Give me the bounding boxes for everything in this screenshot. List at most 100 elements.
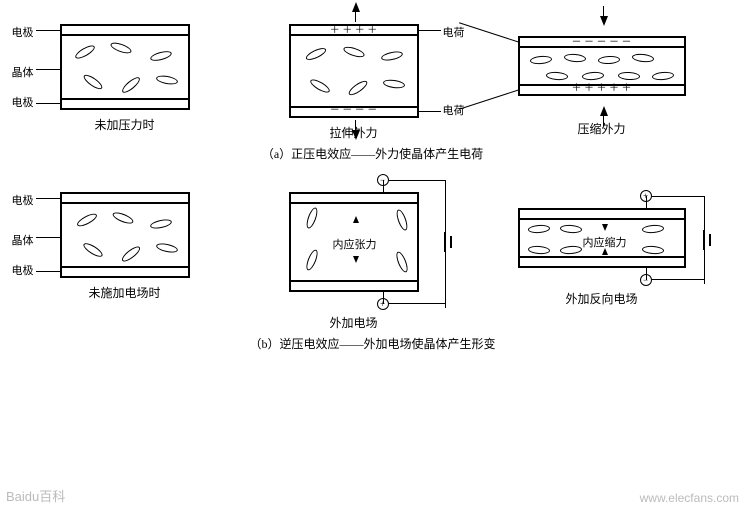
crystal-grain xyxy=(155,242,178,254)
lead-line xyxy=(36,271,62,272)
label-crystal: 晶体 xyxy=(12,232,34,248)
crystal-grain xyxy=(73,43,96,61)
crystal-box-b2: 内应张力 − + xyxy=(289,192,419,292)
crystal-grain xyxy=(641,245,664,255)
lead-line xyxy=(417,30,441,31)
crystal-grain xyxy=(529,55,552,65)
crystal-grain xyxy=(304,248,320,271)
electrode-top xyxy=(60,24,190,36)
label-electrode-top: 电极 xyxy=(12,192,34,208)
wire xyxy=(652,279,704,280)
crystal-grain xyxy=(527,245,550,255)
wire xyxy=(704,250,705,284)
arrow-stretch-down xyxy=(352,130,360,140)
crystal-box-a3: － － － － － ＋ ＋ ＋ ＋ ＋ xyxy=(518,36,686,96)
row-b: 电极 晶体 电极 未施加电场时 内应张力 − xyxy=(10,192,735,331)
watermark-right: www.elecfans.com xyxy=(640,491,739,505)
lead-line xyxy=(417,111,441,112)
caption-a3: 压缩外力 xyxy=(577,120,625,137)
watermark-left: Baidu百科 xyxy=(6,486,65,505)
label-electrode-top: 电极 xyxy=(12,24,34,40)
crystal-box-b1: 电极 晶体 电极 xyxy=(60,192,190,278)
row-a: 电极 晶体 电极 未加压力时 ＋ ＋ ＋ ＋ － － － － 电荷 电荷 xyxy=(10,24,735,141)
crystal-grain xyxy=(559,224,582,234)
crystal-grain xyxy=(111,210,134,226)
arrow-compress-down xyxy=(602,224,608,231)
electrode-top xyxy=(518,208,686,220)
crystal-grain xyxy=(149,49,172,62)
battery-icon xyxy=(444,232,446,252)
lead-line xyxy=(36,103,62,104)
electrode-top xyxy=(60,192,190,204)
label-charge-bot: 电荷 xyxy=(443,102,465,118)
section-b-label: （b）逆压电效应——外加电场使晶体产生形变 xyxy=(10,335,735,352)
arrow-compress-bot xyxy=(600,106,608,116)
wire xyxy=(383,292,384,304)
wire xyxy=(704,196,705,230)
caption-b3: 外加反向电场 xyxy=(565,290,637,307)
crystal-grain xyxy=(120,75,142,95)
crystal-grain xyxy=(304,46,327,63)
caption-a1: 未加压力时 xyxy=(94,116,154,133)
lead-line xyxy=(36,198,62,199)
crystal-grain xyxy=(155,74,178,86)
crystal-grain xyxy=(394,250,410,273)
crystal-grain xyxy=(304,206,319,229)
label-electrode-bot: 电极 xyxy=(12,94,34,110)
crystal-grain xyxy=(346,78,369,97)
charges-top: － － － － － xyxy=(520,37,684,49)
inner-label-b2: 内应张力 xyxy=(333,236,377,252)
crystal-grain xyxy=(527,224,550,234)
wire xyxy=(652,196,704,197)
electrode-bot xyxy=(289,280,419,292)
panel-a1: 电极 晶体 电极 未加压力时 xyxy=(60,24,190,133)
electrode-bot xyxy=(60,98,190,110)
charges-bot: ＋ ＋ ＋ ＋ ＋ xyxy=(520,83,684,95)
crystal-box-a1: 电极 晶体 电极 xyxy=(60,24,190,110)
wire xyxy=(445,180,446,232)
wire xyxy=(383,180,384,192)
lead-line-to-charge xyxy=(458,22,519,43)
crystal-grain xyxy=(308,77,331,95)
panel-b1: 电极 晶体 电极 未施加电场时 xyxy=(60,192,190,301)
wire xyxy=(646,196,647,208)
arrow-compress-top xyxy=(600,16,608,26)
crystal-grain xyxy=(119,244,141,264)
crystal-box-b3: 内应缩力 + − xyxy=(518,208,686,268)
label-crystal: 晶体 xyxy=(12,64,34,80)
crystal-grain xyxy=(75,211,98,228)
crystal-grain xyxy=(581,71,604,81)
lead-line xyxy=(36,237,62,238)
panel-b3: 内应缩力 + − 外加反向电场 xyxy=(518,208,686,307)
crystal-grain xyxy=(545,71,568,81)
crystal-grain xyxy=(342,45,365,59)
inner-label-b3: 内应缩力 xyxy=(583,234,627,250)
wire xyxy=(389,303,445,304)
arrow-stretch-up xyxy=(352,2,360,12)
charges-top: ＋ ＋ ＋ ＋ xyxy=(291,25,417,37)
wire xyxy=(445,252,446,308)
battery-icon xyxy=(703,230,705,250)
crystal-grain xyxy=(617,71,639,80)
wire xyxy=(646,268,647,280)
crystal-grain xyxy=(597,55,619,64)
electrode-top xyxy=(289,192,419,204)
charges-bot: － － － － xyxy=(291,105,417,117)
crystal-grain xyxy=(651,71,674,81)
panel-a2: ＋ ＋ ＋ ＋ － － － － 电荷 电荷 拉伸外力 xyxy=(289,24,419,141)
label-electrode-bot: 电极 xyxy=(12,262,34,278)
label-charge-top: 电荷 xyxy=(443,24,465,40)
lead-line xyxy=(36,69,62,70)
electrode-bot xyxy=(518,256,686,268)
crystal-grain xyxy=(149,218,172,230)
section-a-label: （a）正压电效应——外力使晶体产生电荷 xyxy=(10,145,735,162)
lead-line xyxy=(36,30,62,31)
wire xyxy=(389,180,445,181)
arrow-tension-up xyxy=(353,216,359,223)
panel-b2: 内应张力 − + 外加电场 xyxy=(289,192,419,331)
crystal-grain xyxy=(394,208,409,231)
crystal-grain xyxy=(81,241,104,259)
crystal-grain xyxy=(559,245,582,255)
crystal-grain xyxy=(109,40,132,55)
crystal-grain xyxy=(81,72,104,91)
